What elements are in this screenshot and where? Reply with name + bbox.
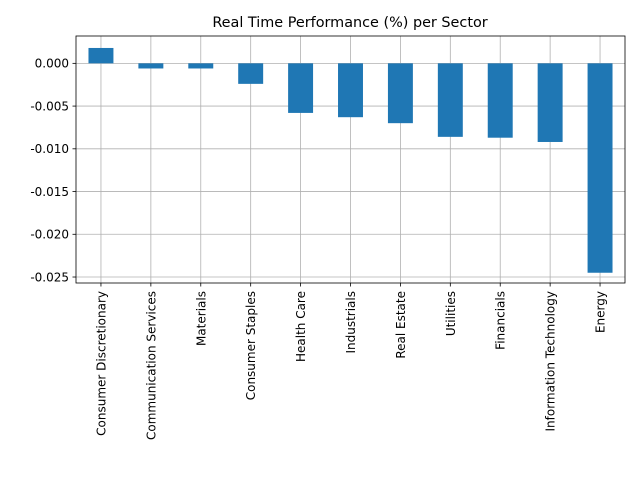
y-tick-label: -0.020 bbox=[30, 228, 69, 242]
chart-title: Real Time Performance (%) per Sector bbox=[212, 15, 487, 31]
x-tick-label: Consumer Staples bbox=[244, 291, 258, 400]
bar bbox=[537, 63, 563, 142]
x-tick-label: Real Estate bbox=[394, 291, 408, 359]
bar bbox=[88, 47, 114, 64]
bar bbox=[138, 63, 164, 69]
bar bbox=[587, 63, 613, 273]
x-tick-label: Information Technology bbox=[544, 291, 558, 432]
bar bbox=[387, 63, 413, 124]
bar bbox=[338, 63, 363, 118]
bar bbox=[238, 63, 264, 84]
bar bbox=[188, 63, 214, 69]
x-tick-label: Financials bbox=[494, 291, 508, 350]
bar bbox=[288, 63, 314, 113]
x-axis-ticks: Consumer Discretionary Communication Serv… bbox=[94, 283, 608, 440]
y-tick-label: -0.015 bbox=[30, 185, 69, 199]
y-axis-ticks: 0.000 -0.005 -0.010 -0.015 -0.020 -0.025 bbox=[30, 57, 76, 284]
bar bbox=[437, 63, 463, 137]
y-tick-label: -0.025 bbox=[30, 270, 69, 284]
x-tick-label: Consumer Discretionary bbox=[94, 291, 108, 436]
x-tick-label: Health Care bbox=[294, 291, 308, 362]
x-tick-label: Utilities bbox=[444, 291, 458, 336]
x-tick-label: Energy bbox=[594, 291, 608, 333]
y-tick-label: -0.005 bbox=[30, 99, 69, 113]
bars bbox=[88, 47, 613, 273]
y-tick-label: 0.000 bbox=[35, 57, 69, 71]
x-tick-label: Materials bbox=[194, 291, 208, 346]
x-tick-label: Communication Services bbox=[144, 291, 158, 440]
bar bbox=[487, 63, 513, 138]
y-tick-label: -0.010 bbox=[30, 142, 69, 156]
x-tick-label: Industrials bbox=[344, 291, 358, 354]
